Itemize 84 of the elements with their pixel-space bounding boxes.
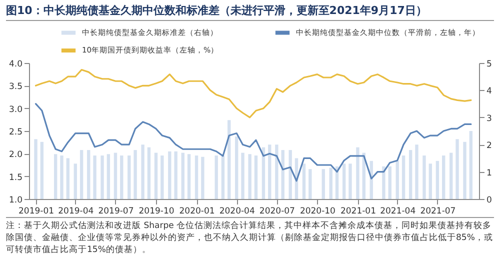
x-tick-label: 2019-10 (138, 206, 174, 216)
bar (34, 139, 38, 199)
bar (214, 155, 218, 199)
bar (187, 154, 191, 199)
y-tick-label: 1.0 (8, 196, 22, 206)
bar (469, 131, 473, 199)
bar (80, 150, 84, 199)
line-series (34, 69, 472, 118)
bar (422, 155, 426, 199)
bar (93, 155, 96, 199)
y2-tick-label: 0 (486, 196, 492, 206)
bar (281, 150, 284, 199)
bar (201, 156, 204, 199)
bar (254, 155, 258, 199)
x-tick-label: 2020-04 (219, 206, 255, 216)
bar (241, 152, 244, 199)
bar (275, 144, 278, 199)
bar (181, 152, 184, 199)
bar (221, 155, 225, 199)
y2-tick-label: 3 (486, 114, 492, 124)
bar (382, 166, 386, 199)
bar (134, 150, 137, 199)
bar (442, 155, 446, 199)
bar (308, 169, 312, 199)
bar (154, 152, 158, 199)
bar (428, 164, 432, 199)
y-tick-label: 2.0 (8, 150, 22, 160)
bar (388, 166, 392, 199)
bar (120, 155, 124, 199)
y-tick-label: 4.0 (8, 60, 22, 70)
bar (114, 152, 118, 199)
bar (235, 136, 238, 199)
bar (302, 164, 306, 199)
y-tick-label: 3.5 (8, 82, 22, 92)
bar (449, 152, 453, 199)
bar (128, 155, 131, 199)
bar (268, 144, 272, 199)
bar (54, 154, 58, 199)
x-tick-label: 2020-01 (179, 206, 215, 216)
y-tick-label: 2.5 (8, 128, 22, 138)
y-tick-label: 1.5 (8, 172, 22, 183)
bar (60, 155, 64, 199)
y2-tick-label: 1 (486, 168, 492, 178)
bar (322, 169, 325, 199)
line-series (34, 103, 472, 182)
bar (329, 168, 332, 199)
bar (100, 155, 104, 199)
bar (456, 139, 459, 199)
x-tick-label: 2019-01 (18, 206, 54, 216)
bar (348, 164, 352, 199)
x-tick-label: 2021-04 (380, 206, 416, 216)
chart-title: 图10：中长期纯债基金久期中位数和标准差（未进行平滑，更新至2021年9月17日） (6, 3, 494, 21)
bar (194, 155, 198, 199)
bar (342, 164, 346, 199)
bar (66, 158, 70, 199)
bar (408, 150, 412, 199)
x-tick-label: 2020-10 (300, 206, 336, 216)
bar (106, 154, 110, 199)
x-tick-label: 2021-07 (420, 206, 456, 216)
bar (356, 147, 360, 199)
y2-tick-label: 5 (486, 60, 492, 70)
y2-tick-label: 4 (486, 86, 492, 97)
bar (436, 160, 440, 199)
x-tick-label: 2019-07 (98, 206, 134, 216)
bar (40, 142, 44, 199)
bar (147, 147, 151, 199)
bar (174, 151, 178, 199)
bar (402, 155, 406, 199)
bar (160, 155, 164, 199)
bar (463, 142, 466, 199)
bar (248, 154, 252, 199)
bar (288, 150, 292, 199)
bar (396, 160, 399, 199)
bar (415, 144, 418, 199)
y2-tick-label: 2 (486, 141, 492, 152)
x-tick-label: 2019-04 (58, 206, 94, 216)
y-tick-label: 3.0 (8, 104, 22, 115)
bar (87, 150, 90, 199)
bar (74, 164, 77, 199)
text: 注：基于久期公式估测法和改进版 Sharpe 仓位估测法综合计算结果，其中样本不含摊余成本债基，同时如果债基持有较多除国债、金融债、企业债等常见券种以外的资产，也不纳入久期计算（剔除基金定期报告口径中债券市值占比低于85%，或可转债市值占比高于15%的债基）。 (6, 220, 494, 256)
x-tick-label: 2021-01 (340, 206, 376, 216)
bar (168, 151, 172, 199)
bar (141, 144, 144, 199)
x-tick-label: 2020-07 (259, 206, 295, 216)
